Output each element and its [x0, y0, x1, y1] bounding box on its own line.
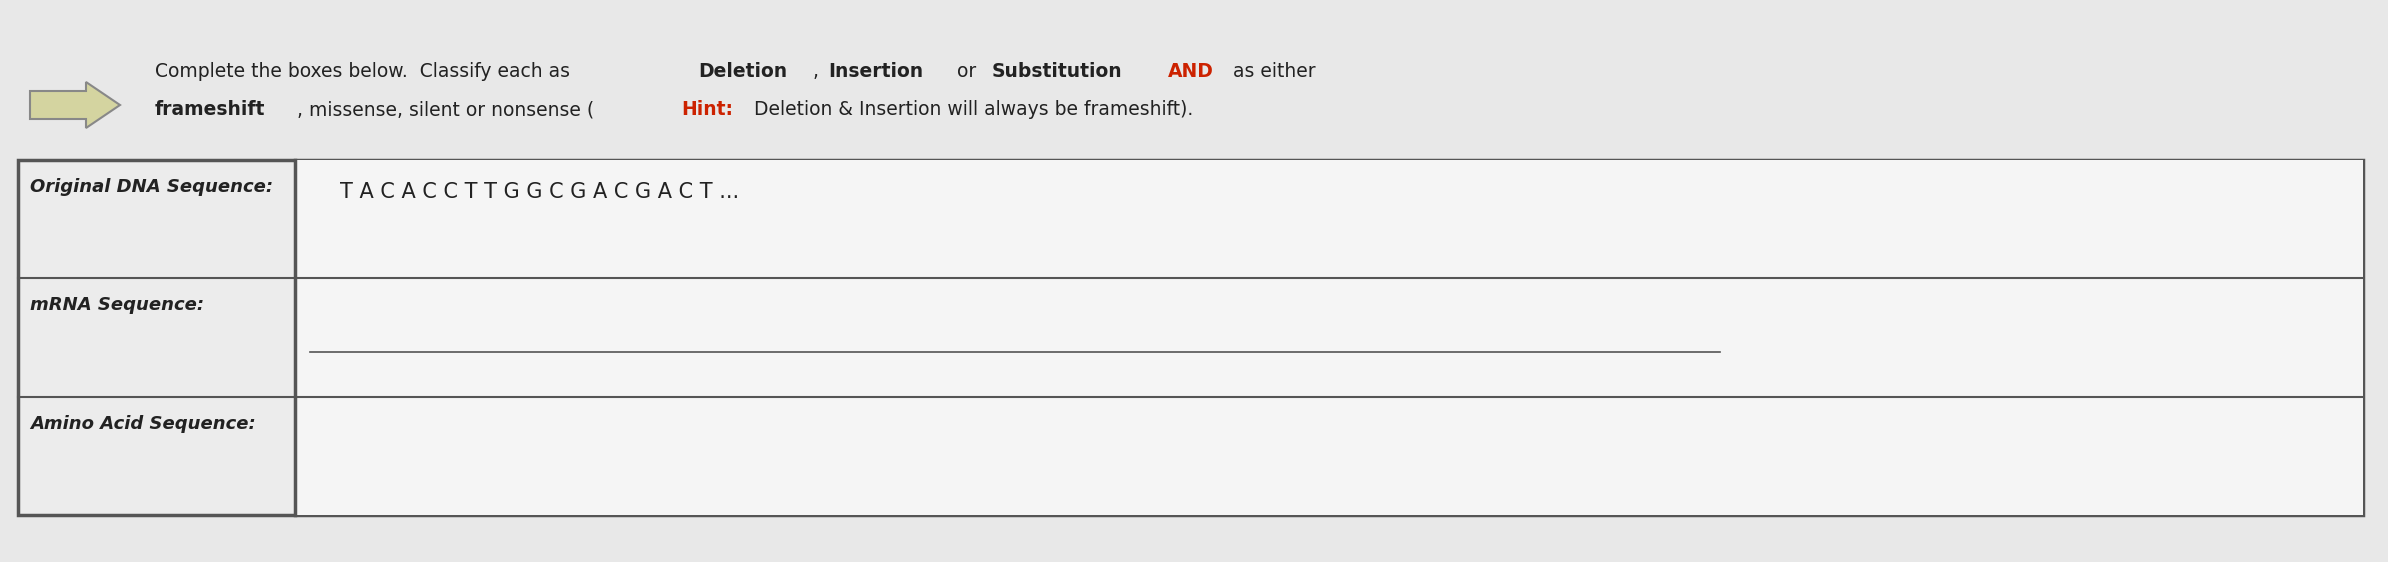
Text: Hint:: Hint:: [681, 100, 733, 119]
Text: Complete the boxes below.  Classify each as: Complete the boxes below. Classify each …: [155, 62, 576, 81]
FancyBboxPatch shape: [19, 160, 2364, 515]
Text: , missense, silent or nonsense (: , missense, silent or nonsense (: [298, 100, 595, 119]
Text: mRNA Sequence:: mRNA Sequence:: [31, 296, 203, 314]
FancyBboxPatch shape: [296, 160, 2364, 515]
Text: Substitution: Substitution: [991, 62, 1122, 81]
Text: Deletion & Insertion will always be frameshift).: Deletion & Insertion will always be fram…: [747, 100, 1194, 119]
Text: or: or: [950, 62, 984, 81]
Text: Amino Acid Sequence:: Amino Acid Sequence:: [31, 415, 256, 433]
Text: Deletion: Deletion: [697, 62, 788, 81]
Text: Original DNA Sequence:: Original DNA Sequence:: [31, 178, 272, 196]
Text: frameshift: frameshift: [155, 100, 265, 119]
Text: AND: AND: [1168, 62, 1213, 81]
Text: Insertion: Insertion: [829, 62, 924, 81]
Text: ,: ,: [814, 62, 826, 81]
Text: as either: as either: [1227, 62, 1316, 81]
Text: T A C A C C T T G G C G A C G A C T ...: T A C A C C T T G G C G A C G A C T ...: [339, 182, 740, 202]
FancyArrow shape: [31, 82, 119, 128]
